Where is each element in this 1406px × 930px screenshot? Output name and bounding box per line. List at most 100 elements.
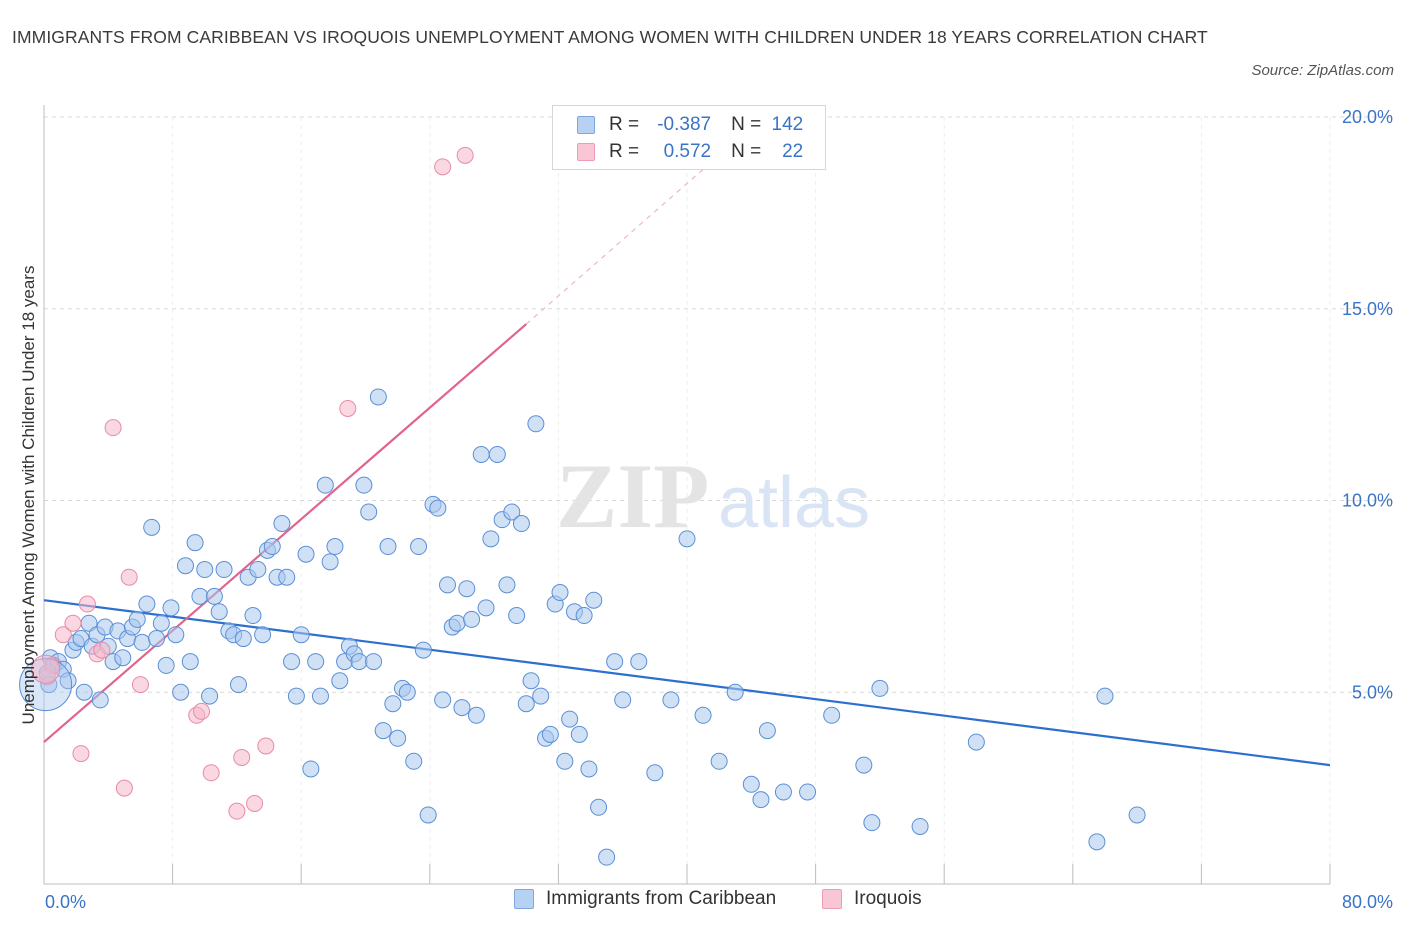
y-tick-label: 20.0% xyxy=(1342,107,1393,127)
point-caribbean xyxy=(863,814,881,832)
point-caribbean xyxy=(410,538,428,556)
point-caribbean xyxy=(326,538,344,556)
point-caribbean xyxy=(360,503,378,521)
point-caribbean xyxy=(662,691,680,709)
point-caribbean xyxy=(458,580,476,598)
point-caribbean xyxy=(855,756,873,774)
point-caribbean xyxy=(355,476,373,494)
point-iroquois xyxy=(228,802,246,820)
point-caribbean xyxy=(350,653,368,671)
watermark: ZIP atlas xyxy=(556,445,870,547)
point-caribbean xyxy=(541,725,559,743)
point-caribbean xyxy=(186,534,204,552)
point-caribbean xyxy=(311,687,329,705)
point-caribbean xyxy=(283,653,301,671)
point-caribbean xyxy=(398,683,416,701)
x-tick-label: 80.0% xyxy=(1342,892,1393,912)
point-caribbean xyxy=(405,752,423,770)
r-label: R = xyxy=(609,114,640,135)
point-caribbean xyxy=(448,614,466,632)
point-caribbean xyxy=(585,591,603,609)
point-caribbean xyxy=(59,672,77,690)
r-value: 0.572 xyxy=(663,141,712,162)
point-caribbean xyxy=(434,691,452,709)
point-iroquois xyxy=(31,654,61,684)
point-caribbean xyxy=(133,633,151,651)
point-caribbean xyxy=(453,699,471,717)
point-caribbean xyxy=(75,683,93,701)
point-caribbean xyxy=(138,595,156,613)
point-caribbean xyxy=(148,630,166,648)
point-caribbean xyxy=(742,775,760,793)
r-value: -0.387 xyxy=(657,114,712,135)
point-caribbean xyxy=(799,783,817,801)
point-caribbean xyxy=(263,538,281,556)
point-caribbean xyxy=(287,687,305,705)
point-caribbean xyxy=(911,817,929,835)
y-tick-label: 5.0% xyxy=(1352,682,1393,702)
data-points xyxy=(19,146,1146,866)
point-iroquois xyxy=(131,676,149,694)
point-caribbean xyxy=(508,607,526,625)
chart-title: IMMIGRANTS FROM CARIBBEAN VS IROQUOIS UN… xyxy=(12,27,1208,47)
point-caribbean xyxy=(774,783,792,801)
point-caribbean xyxy=(1088,833,1106,851)
point-caribbean xyxy=(551,584,569,602)
blue-swatch xyxy=(577,116,595,134)
blue-swatch xyxy=(514,889,534,909)
point-caribbean xyxy=(302,760,320,778)
point-iroquois xyxy=(64,614,82,632)
point-caribbean xyxy=(561,710,579,728)
point-caribbean xyxy=(254,626,272,644)
pink-swatch xyxy=(822,889,842,909)
point-caribbean xyxy=(419,806,437,824)
point-iroquois xyxy=(72,745,90,763)
point-caribbean xyxy=(389,729,407,747)
point-caribbean xyxy=(114,649,132,667)
point-caribbean xyxy=(758,722,776,740)
y-axis-label: Unemployment Among Women with Children U… xyxy=(19,266,38,725)
point-caribbean xyxy=(477,599,495,617)
point-caribbean xyxy=(590,798,608,816)
stats-legend-row-blue: R = -0.387 N = 142 xyxy=(577,113,803,137)
trend-line-iroquois xyxy=(43,323,527,743)
point-caribbean xyxy=(467,706,485,724)
point-caribbean xyxy=(503,503,521,521)
point-caribbean xyxy=(726,683,744,701)
point-iroquois xyxy=(434,158,452,176)
point-caribbean xyxy=(488,445,506,463)
point-caribbean xyxy=(292,626,310,644)
n-label: N = xyxy=(731,114,762,135)
point-caribbean xyxy=(369,388,387,406)
point-caribbean xyxy=(307,653,325,671)
point-caribbean xyxy=(201,687,219,705)
point-caribbean xyxy=(527,415,545,433)
point-caribbean xyxy=(463,610,481,628)
point-iroquois xyxy=(246,794,264,812)
point-caribbean xyxy=(598,848,616,866)
point-caribbean xyxy=(379,538,397,556)
point-caribbean xyxy=(438,576,456,594)
point-iroquois xyxy=(202,764,220,782)
point-caribbean xyxy=(575,607,593,625)
point-caribbean xyxy=(230,676,248,694)
point-caribbean xyxy=(196,561,214,579)
point-caribbean xyxy=(472,445,490,463)
axes xyxy=(43,105,1331,885)
point-iroquois xyxy=(115,779,133,797)
y-tick-label: 10.0% xyxy=(1342,491,1393,511)
point-caribbean xyxy=(414,641,432,659)
point-caribbean xyxy=(244,607,262,625)
point-iroquois xyxy=(456,146,474,164)
point-iroquois xyxy=(339,399,357,417)
tick-labels: 20.0% 15.0% 10.0% 5.0% 0.0% 80.0% xyxy=(45,107,1393,912)
point-caribbean xyxy=(249,561,267,579)
point-caribbean xyxy=(143,518,161,536)
point-caribbean xyxy=(752,791,770,809)
point-caribbean xyxy=(157,656,175,674)
point-caribbean xyxy=(606,653,624,671)
point-caribbean xyxy=(556,752,574,770)
point-caribbean xyxy=(517,695,535,713)
point-caribbean xyxy=(823,706,841,724)
